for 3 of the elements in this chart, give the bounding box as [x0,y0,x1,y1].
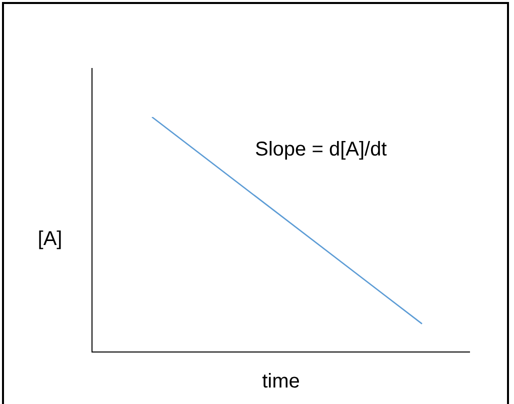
y-axis-title: [A] [38,228,62,250]
x-axis-title: time [262,370,300,393]
annotation: Slope = d[A]/dt [255,138,388,161]
